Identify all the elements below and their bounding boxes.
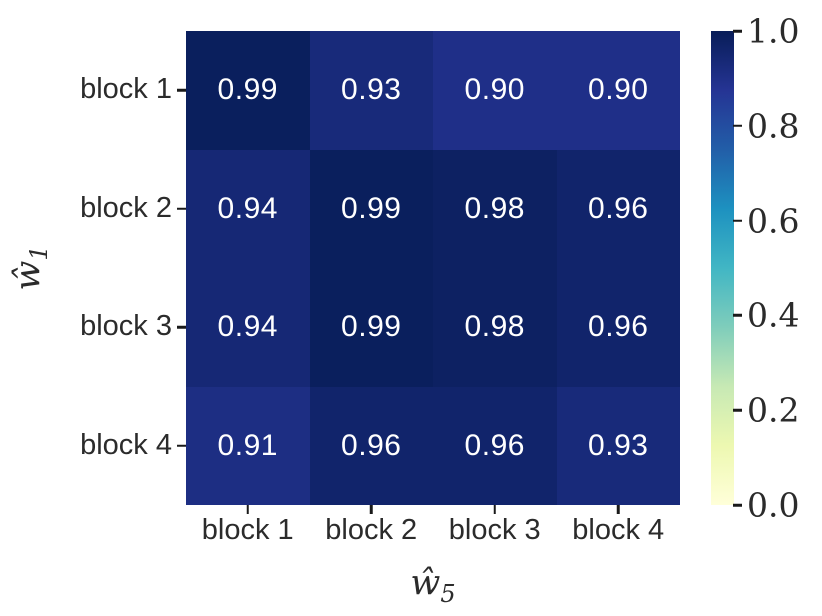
colorbar-tick-label-0.6: 0.6 [747, 201, 800, 241]
y-tick-mark [177, 326, 186, 329]
heatmap-cell-r1c2: 0.93 [309, 31, 433, 150]
colorbar-tick-mark [733, 219, 742, 222]
y-axis-label-base: ŵ [8, 260, 48, 291]
y-tick-label-1: block 1 [80, 73, 172, 106]
y-tick-mark [177, 444, 186, 447]
cell-value: 0.99 [217, 73, 278, 107]
cell-value: 0.91 [217, 428, 278, 462]
heatmap-cell-r3c3: 0.98 [433, 268, 557, 387]
cell-value: 0.93 [588, 428, 649, 462]
y-axis-label-subscript: 1 [25, 245, 53, 261]
heatmap-cell-r2c4: 0.96 [556, 149, 680, 268]
x-tick-label-4: block 4 [572, 514, 665, 546]
heatmap-cell-r1c3: 0.90 [433, 31, 557, 150]
x-tick-mark [246, 505, 249, 514]
heatmap-cell-r3c2: 0.99 [309, 268, 433, 387]
cell-value: 0.94 [217, 310, 278, 344]
cell-value: 0.90 [588, 73, 649, 107]
heatmap-cell-r4c1: 0.91 [186, 386, 310, 505]
x-tick-mark [370, 505, 373, 514]
heatmap-grid: 0.99 0.93 0.90 0.90 0.94 0.99 0.98 0.96 0.94 0.99… [186, 31, 680, 505]
cell-value: 0.93 [341, 73, 402, 107]
colorbar-tick-label-1.0: 1.0 [747, 11, 800, 51]
colorbar-tick-mark [733, 408, 742, 412]
colorbar-tick-label-0.0: 0.0 [747, 485, 800, 525]
x-tick-label-3: block 3 [448, 514, 541, 546]
cell-value: 0.99 [341, 310, 402, 344]
heatmap-cell-r2c1: 0.94 [186, 149, 310, 268]
colorbar-tick-label-0.2: 0.2 [747, 390, 800, 430]
heatmap-cell-r4c2: 0.96 [309, 386, 433, 505]
cell-value: 0.99 [341, 191, 402, 225]
heatmap-cell-r3c1: 0.94 [186, 268, 310, 387]
cell-value: 0.98 [464, 191, 525, 225]
x-tick-mark [617, 505, 620, 514]
heatmap-cell-r4c3: 0.96 [433, 386, 557, 505]
heatmap-cell-r2c3: 0.98 [433, 149, 557, 268]
colorbar-tick-mark [733, 124, 742, 128]
cell-value: 0.96 [588, 191, 649, 225]
colorbar [711, 31, 734, 505]
cell-value: 0.90 [464, 73, 525, 107]
colorbar-tick-mark [733, 29, 742, 33]
heatmap-cell-r2c2: 0.99 [309, 149, 433, 268]
x-tick-label-2: block 2 [325, 514, 418, 546]
colorbar-tick-mark [733, 503, 742, 507]
y-axis-label: ŵ1 [8, 245, 53, 291]
heatmap-cell-r1c4: 0.90 [556, 31, 680, 150]
heatmap-cell-r4c4: 0.93 [556, 386, 680, 505]
x-axis-label-subscript: 5 [440, 580, 456, 608]
colorbar-tick-label-0.8: 0.8 [747, 106, 800, 146]
x-axis-label-base: ŵ [410, 563, 441, 603]
x-tick-label-1: block 1 [201, 514, 294, 546]
heatmap-cell-r1c1: 0.99 [186, 31, 310, 150]
x-tick-mark [493, 505, 496, 514]
cell-value: 0.98 [464, 310, 525, 344]
cell-value: 0.96 [588, 310, 649, 344]
y-tick-label-2: block 2 [80, 191, 172, 224]
colorbar-tick-label-0.4: 0.4 [747, 295, 800, 335]
colorbar-tick-mark [733, 314, 742, 317]
x-axis-label: ŵ5 [410, 563, 455, 606]
y-tick-mark [177, 89, 186, 92]
heatmap-cell-r3c4: 0.96 [556, 268, 680, 387]
cell-value: 0.96 [464, 428, 525, 462]
cell-value: 0.94 [217, 191, 278, 225]
y-tick-label-4: block 4 [80, 428, 172, 461]
cell-value: 0.96 [341, 428, 402, 462]
y-tick-mark [177, 207, 186, 210]
y-tick-label-3: block 3 [80, 310, 172, 343]
